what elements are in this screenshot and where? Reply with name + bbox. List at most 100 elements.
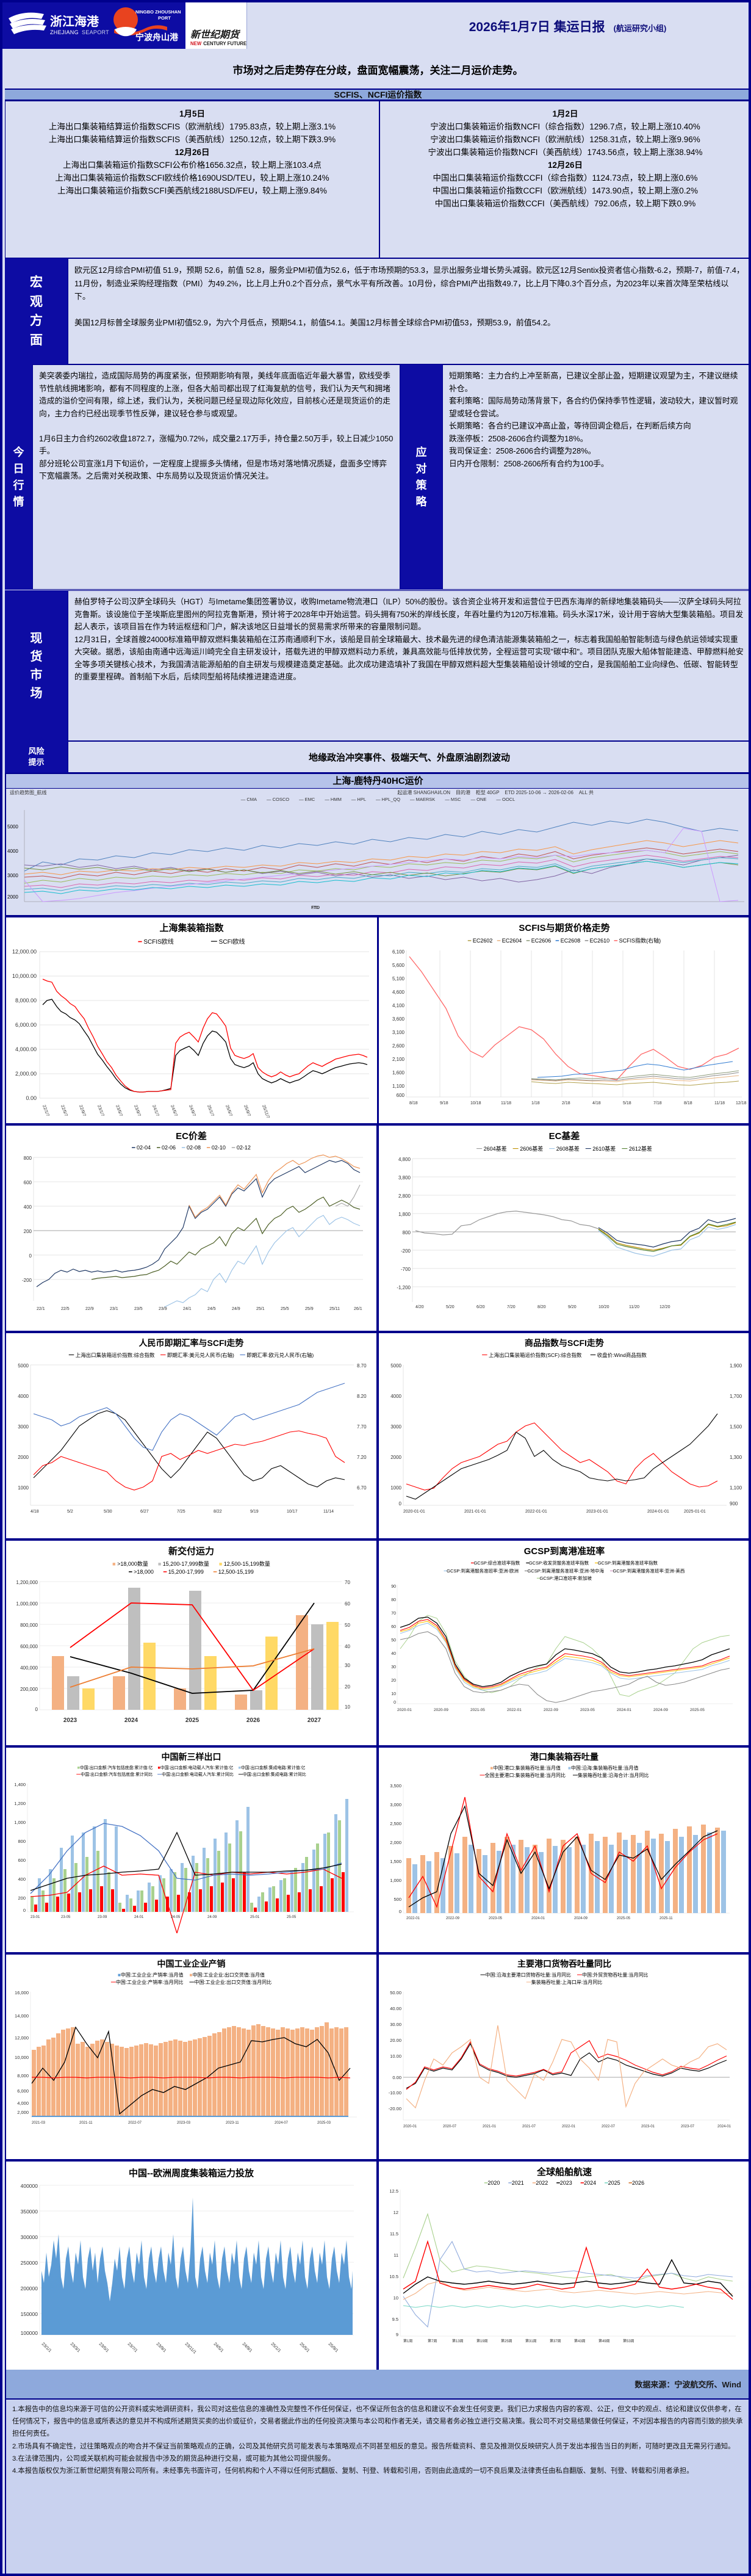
svg-text:5000: 5000 — [18, 1363, 29, 1369]
svg-text:2024-01: 2024-01 — [717, 2125, 731, 2129]
svg-text:10,000.00: 10,000.00 — [12, 973, 37, 979]
svg-text:10: 10 — [393, 2295, 398, 2301]
svg-text:3000: 3000 — [7, 873, 18, 878]
svg-text:-10.00: -10.00 — [389, 2090, 401, 2096]
svg-text:1,100: 1,100 — [392, 1084, 405, 1089]
svg-text:2,000: 2,000 — [390, 1840, 401, 1845]
svg-text:1,000: 1,000 — [390, 1878, 401, 1883]
svg-text:300000: 300000 — [21, 2234, 38, 2240]
svg-text:25/5/1: 25/5/1 — [299, 2342, 311, 2353]
svg-text:25/9/1: 25/9/1 — [328, 2342, 339, 2353]
svg-text:2,100: 2,100 — [392, 1057, 405, 1062]
svg-text:3,600: 3,600 — [392, 1016, 405, 1022]
svg-text:4000: 4000 — [18, 1394, 29, 1399]
svg-text:2022-01: 2022-01 — [562, 2125, 576, 2129]
svg-text:23-05: 23-05 — [61, 1916, 71, 1919]
svg-text:2023-03: 2023-03 — [177, 2121, 191, 2125]
svg-text:6,100: 6,100 — [392, 949, 405, 955]
svg-text:900: 900 — [730, 1501, 738, 1507]
svg-text:6,000: 6,000 — [17, 2088, 29, 2094]
svg-text:5/20: 5/20 — [446, 1305, 455, 1309]
svg-text:24-09: 24-09 — [207, 1916, 217, 1919]
svg-text:24/9: 24/9 — [232, 1307, 240, 1311]
svg-text:7.70: 7.70 — [357, 1424, 367, 1430]
svg-text:26/1: 26/1 — [354, 1307, 362, 1311]
svg-text:12,000: 12,000 — [15, 2035, 29, 2041]
svg-text:14,000: 14,000 — [15, 2013, 29, 2019]
svg-text:40: 40 — [345, 1644, 350, 1649]
svg-text:2025-03: 2025-03 — [317, 2121, 331, 2125]
svg-text:600: 600 — [397, 1093, 405, 1098]
svg-text:60: 60 — [391, 1625, 396, 1629]
svg-text:12: 12 — [393, 2210, 398, 2215]
svg-text:25/5/7: 25/5/7 — [225, 1104, 232, 1117]
svg-text:6.70: 6.70 — [357, 1485, 367, 1491]
svg-text:4000: 4000 — [7, 848, 18, 854]
svg-text:1,100: 1,100 — [730, 1485, 742, 1491]
svg-text:4/18: 4/18 — [592, 1101, 601, 1105]
svg-text:90: 90 — [391, 1585, 396, 1589]
svg-text:25/11: 25/11 — [329, 1307, 340, 1311]
svg-text:11/18: 11/18 — [714, 1101, 725, 1105]
svg-text:20: 20 — [391, 1679, 396, 1683]
svg-text:23/5/1: 23/5/1 — [98, 2342, 110, 2353]
svg-text:0: 0 — [23, 1908, 26, 1913]
svg-text:2024-09: 2024-09 — [653, 1708, 668, 1712]
svg-text:10/18: 10/18 — [470, 1101, 481, 1105]
svg-text:2021-01: 2021-01 — [483, 2125, 497, 2129]
svg-text:250000: 250000 — [21, 2260, 38, 2266]
svg-text:6/20: 6/20 — [476, 1305, 485, 1309]
svg-text:1,000,000: 1,000,000 — [16, 1601, 38, 1607]
svg-text:23/9/7: 23/9/7 — [133, 1104, 141, 1117]
svg-text:-1,200: -1,200 — [397, 1285, 411, 1290]
svg-text:8,000.00: 8,000.00 — [15, 997, 37, 1004]
svg-text:400000: 400000 — [21, 2183, 38, 2189]
svg-text:1000: 1000 — [390, 1485, 401, 1491]
svg-text:22/5/7: 22/5/7 — [60, 1104, 68, 1117]
svg-text:200000: 200000 — [21, 2285, 38, 2292]
svg-text:新世纪期货: 新世纪期货 — [190, 29, 241, 40]
svg-text:2,600: 2,600 — [392, 1043, 405, 1049]
svg-text:20.00: 20.00 — [390, 2038, 401, 2043]
svg-text:25/9: 25/9 — [305, 1307, 314, 1311]
svg-text:50.00: 50.00 — [390, 1990, 401, 1995]
svg-text:5,100: 5,100 — [392, 976, 405, 982]
svg-text:-200: -200 — [22, 1278, 32, 1283]
svg-text:11: 11 — [393, 2252, 398, 2258]
svg-text:6/27: 6/27 — [140, 1510, 149, 1514]
svg-text:2023: 2023 — [63, 1717, 77, 1724]
svg-text:23/9: 23/9 — [159, 1307, 167, 1311]
svg-text:2022-09: 2022-09 — [446, 1917, 460, 1920]
svg-text:0.00: 0.00 — [392, 2075, 401, 2080]
svg-text:1,000: 1,000 — [14, 1820, 26, 1825]
svg-text:23/9/1: 23/9/1 — [156, 2342, 167, 2353]
svg-text:ETD: ETD — [311, 906, 319, 910]
svg-text:23/5: 23/5 — [134, 1307, 143, 1311]
svg-text:4,000.00: 4,000.00 — [15, 1046, 37, 1052]
svg-text:8,000: 8,000 — [17, 2073, 29, 2079]
svg-text:30.00: 30.00 — [390, 2022, 401, 2027]
svg-text:24-01: 24-01 — [134, 1916, 144, 1919]
svg-text:0.00: 0.00 — [26, 1095, 37, 1101]
svg-text:4,000: 4,000 — [17, 2100, 29, 2106]
svg-text:2022-01-01: 2022-01-01 — [525, 1510, 547, 1514]
svg-text:2022-01: 2022-01 — [406, 1917, 420, 1920]
svg-text:12/20: 12/20 — [659, 1305, 670, 1309]
svg-text:SEAPORT: SEAPORT — [82, 29, 109, 35]
svg-text:4/18: 4/18 — [31, 1510, 39, 1514]
svg-text:800: 800 — [18, 1839, 26, 1844]
svg-text:7/25: 7/25 — [177, 1510, 185, 1514]
svg-text:200,000: 200,000 — [20, 1687, 38, 1692]
svg-text:11/18: 11/18 — [501, 1101, 511, 1105]
svg-text:2,000.00: 2,000.00 — [15, 1071, 37, 1077]
svg-text:2023-01: 2023-01 — [641, 2125, 655, 2129]
svg-text:8/22: 8/22 — [214, 1510, 222, 1514]
svg-text:11.5: 11.5 — [390, 2231, 398, 2237]
svg-text:12.5: 12.5 — [389, 2188, 398, 2194]
svg-text:23/3/1: 23/3/1 — [70, 2342, 81, 2353]
svg-text:50: 50 — [345, 1623, 350, 1628]
svg-text:2025-05: 2025-05 — [617, 1917, 631, 1920]
svg-text:9.5: 9.5 — [392, 2317, 398, 2322]
svg-text:22/5: 22/5 — [61, 1307, 70, 1311]
svg-text:12/18: 12/18 — [736, 1101, 747, 1105]
